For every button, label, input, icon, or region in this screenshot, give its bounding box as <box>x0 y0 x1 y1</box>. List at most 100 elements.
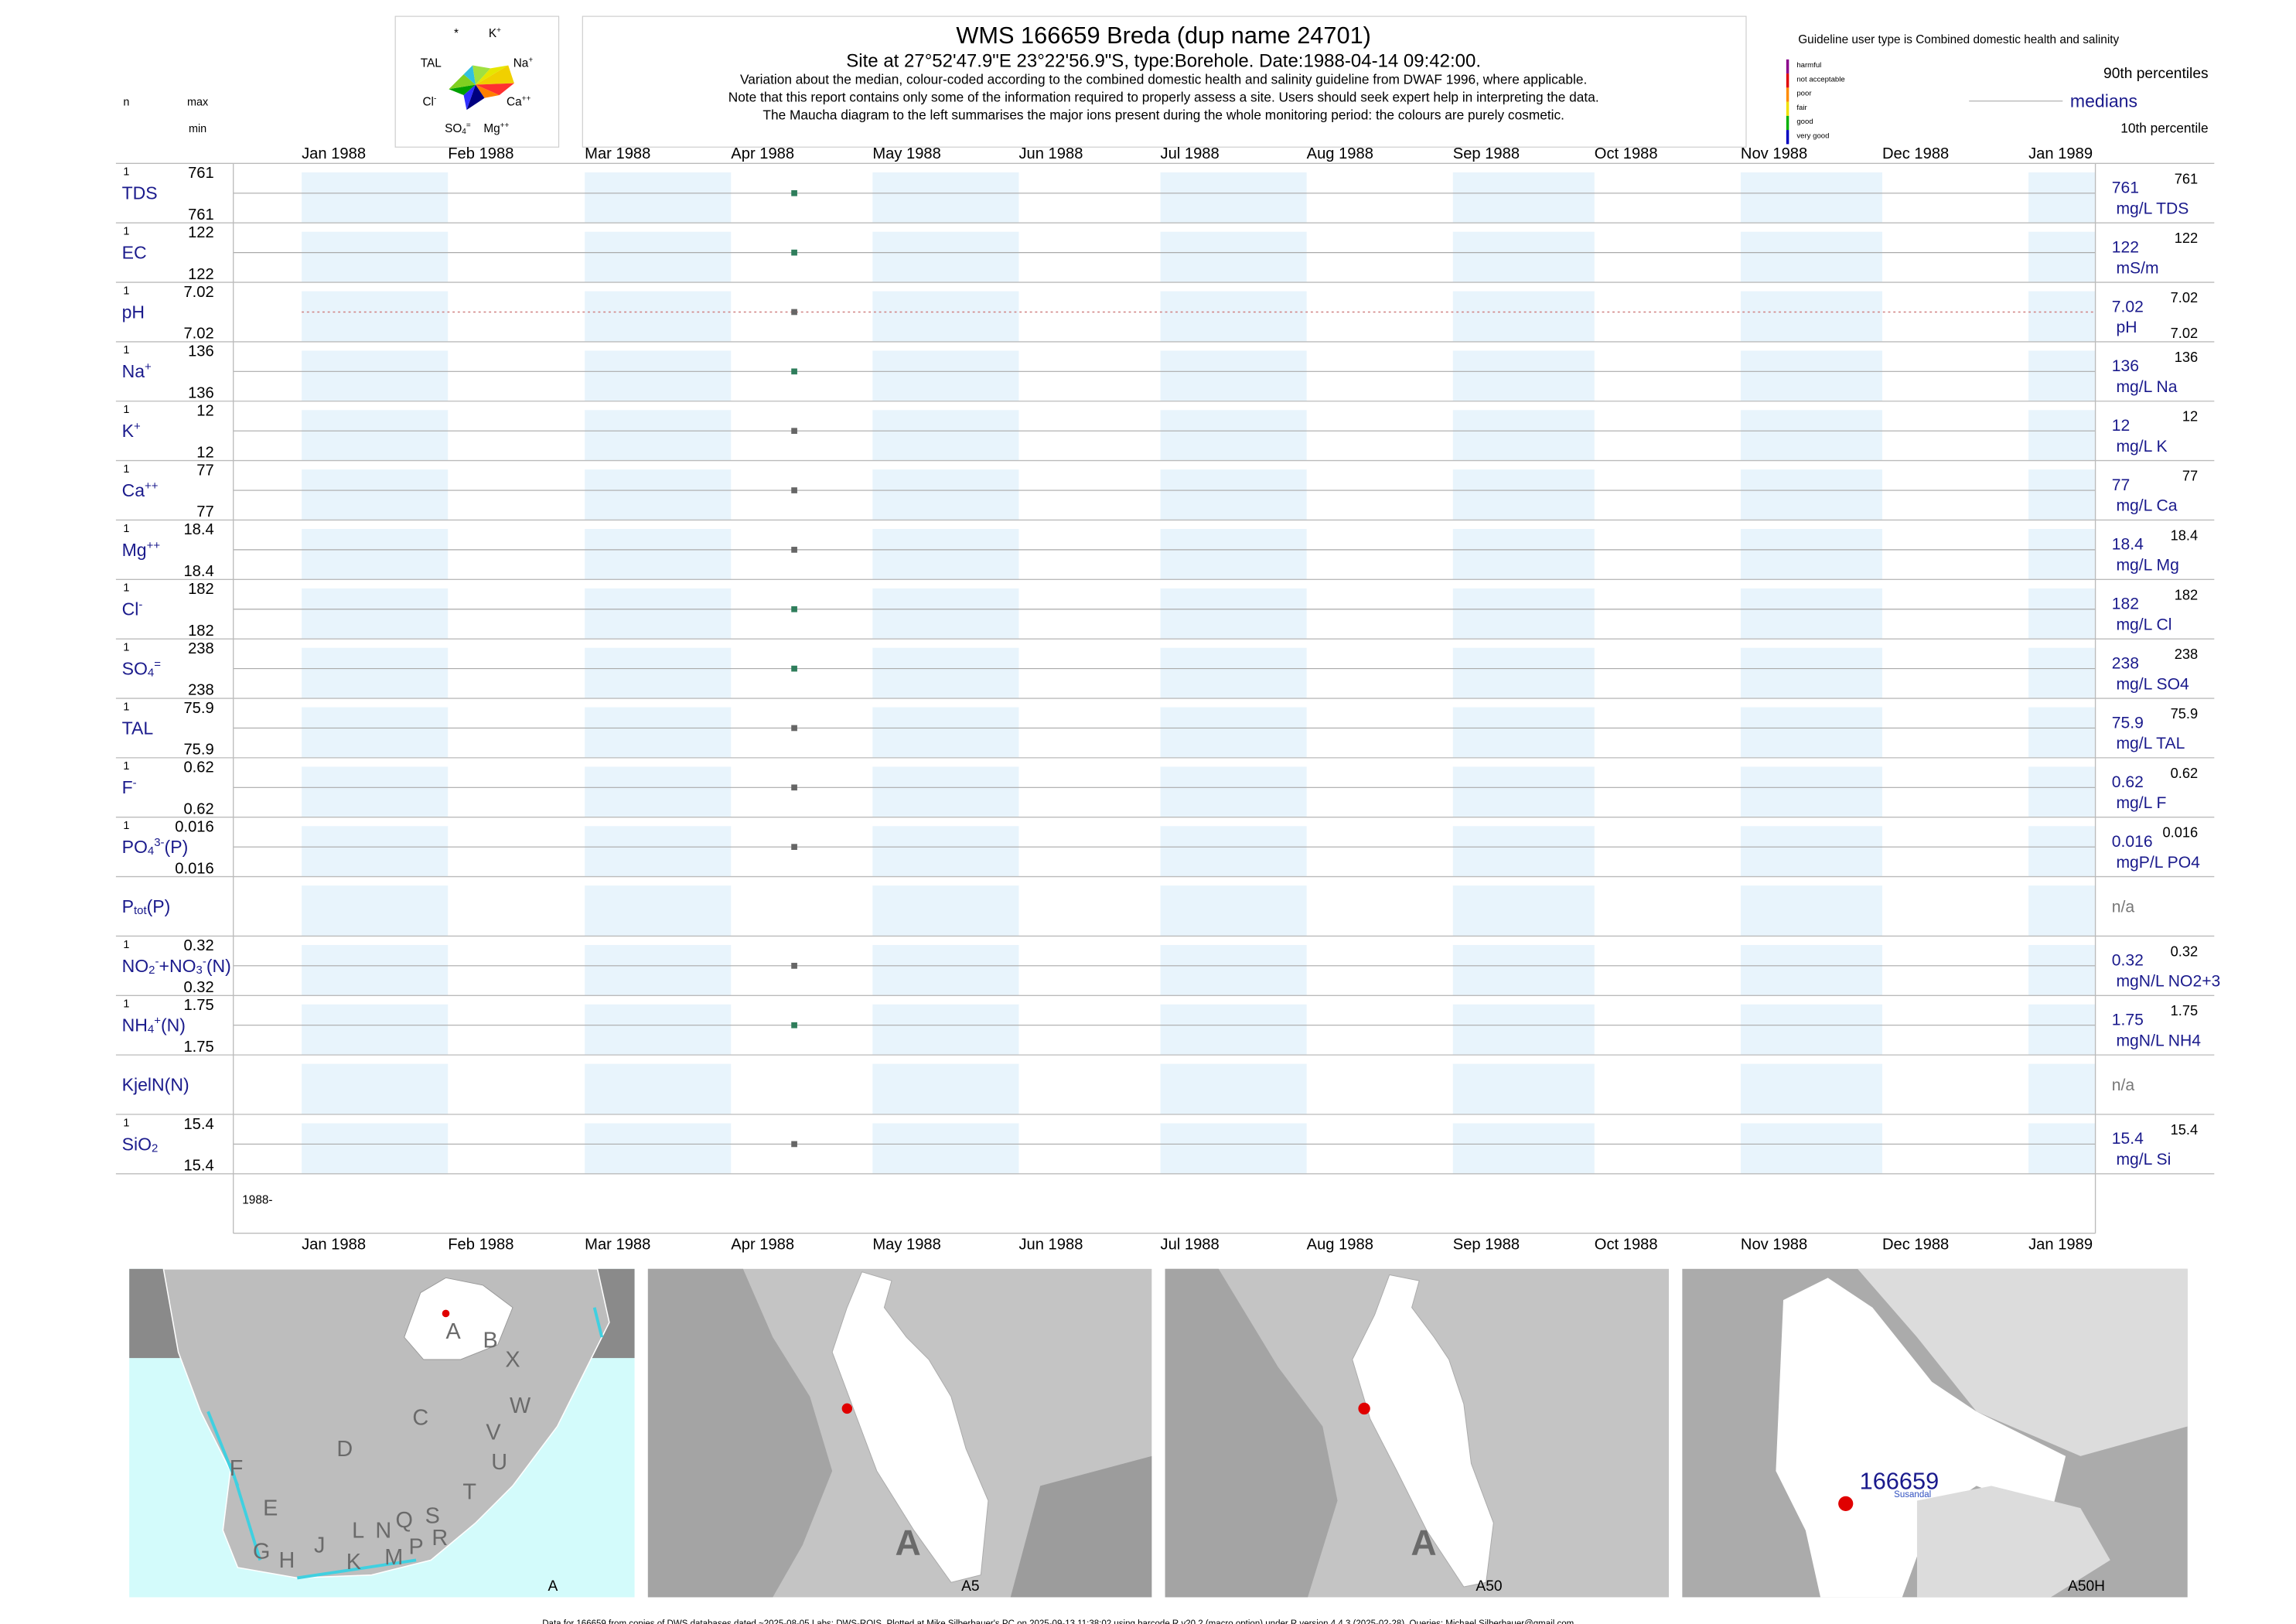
row-min: 182 <box>188 623 214 640</box>
month-band <box>585 410 732 461</box>
month-band <box>1160 885 1307 937</box>
row-max: 136 <box>188 343 214 360</box>
map-region-label: U <box>491 1450 507 1475</box>
label-part: EC <box>122 243 147 263</box>
month-band <box>1452 1063 1595 1114</box>
month-band <box>1740 231 1882 283</box>
month-band <box>1740 350 1882 401</box>
legend-color <box>1786 101 1789 116</box>
month-band <box>585 469 732 520</box>
month-band <box>872 1123 1019 1174</box>
map-region-label: A <box>895 1522 920 1562</box>
row-p90: 18.4 <box>2171 527 2199 543</box>
label-part: 2 <box>152 1142 158 1155</box>
row-max: 0.62 <box>183 759 213 776</box>
row-unit: mgN/L NH4 <box>2116 1032 2201 1049</box>
row-median: 122 <box>2112 238 2139 256</box>
label-part: TAL <box>421 57 442 70</box>
month-band <box>2028 1123 2096 1174</box>
label-part: Mg <box>122 540 147 560</box>
month-label-bottom: Oct 1988 <box>1595 1236 1658 1253</box>
row-label: Ptot(P) <box>122 896 171 917</box>
month-band <box>1452 588 1595 640</box>
row-median: 136 <box>2112 357 2139 375</box>
month-band <box>1740 826 1882 877</box>
row-n: 1 <box>123 344 129 357</box>
month-band <box>1160 291 1307 342</box>
label-part: - <box>434 95 436 104</box>
row-unit: mg/L K <box>2116 438 2167 455</box>
row-label: SO4= <box>122 658 161 680</box>
month-band <box>1740 588 1882 640</box>
month-band <box>1452 826 1595 877</box>
month-band <box>1160 410 1307 461</box>
month-band <box>1160 528 1307 580</box>
row-min: 761 <box>188 206 214 223</box>
row-n: 1 <box>123 820 129 832</box>
month-band <box>2028 826 2096 877</box>
label-part: NH <box>122 1015 148 1035</box>
label-part: TAL <box>122 718 154 738</box>
row-min: 0.016 <box>175 860 213 877</box>
col-max: max <box>187 96 209 108</box>
row-unit: mg/L Si <box>2116 1151 2171 1169</box>
month-band <box>585 944 732 996</box>
row-median: 182 <box>2112 595 2139 613</box>
label-part: 4 <box>462 128 466 136</box>
month-band <box>2028 410 2096 461</box>
row-p90: 136 <box>2175 349 2198 365</box>
map-region-label: J <box>314 1534 325 1558</box>
map-region-label: N <box>375 1518 391 1543</box>
label-part: (N) <box>206 956 231 976</box>
row-median: 238 <box>2112 654 2139 672</box>
sample-point <box>791 189 797 196</box>
month-band <box>2028 1004 2096 1056</box>
month-band <box>2028 766 2096 817</box>
label-part: NO <box>122 956 149 976</box>
maucha-diagram <box>449 65 514 111</box>
row-label: TDS <box>122 183 158 203</box>
label-part: +NO <box>159 956 196 976</box>
map-region-label: E <box>263 1496 278 1521</box>
label-part: - <box>133 776 137 790</box>
map-region-label: H <box>278 1548 295 1573</box>
label-part: 4 <box>148 1023 154 1036</box>
subtitle-part: . <box>1476 51 1481 72</box>
sample-point <box>791 1141 797 1148</box>
month-band <box>872 707 1019 758</box>
legend-class: not acceptable <box>1796 75 1844 84</box>
label-part: ++ <box>145 479 158 493</box>
month-band <box>1452 291 1595 342</box>
label-part: ++ <box>147 539 160 552</box>
na-text: n/a <box>2112 899 2135 916</box>
map-region-label: W <box>510 1394 531 1418</box>
month-band <box>1740 885 1882 937</box>
month-band <box>1452 647 1595 699</box>
label-part: pH <box>122 302 145 322</box>
label-part: Cl <box>122 599 139 619</box>
row-p90: 12 <box>2182 408 2198 425</box>
maucha-label: Cl- <box>422 95 436 109</box>
month-band <box>1160 766 1307 817</box>
legend-class: fair <box>1796 104 1807 112</box>
month-band <box>1160 944 1307 996</box>
map-place-label: Susandal <box>1894 1490 1931 1499</box>
label-part: - <box>203 955 206 968</box>
month-band <box>1740 766 1882 817</box>
row-unit: mg/L TAL <box>2116 735 2185 752</box>
label-part: = <box>154 658 161 671</box>
maucha-label: Ca++ <box>507 95 531 109</box>
row-unit: mgP/L PO4 <box>2116 854 2200 872</box>
map-region-label: R <box>432 1526 448 1551</box>
row-min: 15.4 <box>183 1158 213 1175</box>
row-min: 0.32 <box>183 979 213 996</box>
row-p90: 182 <box>2175 586 2198 602</box>
month-label-bottom: Feb 1988 <box>448 1236 513 1253</box>
row-n: 1 <box>123 998 129 1011</box>
month-band <box>872 766 1019 817</box>
row-p90: 0.32 <box>2171 943 2199 959</box>
month-band <box>1160 1063 1307 1114</box>
month-label-top: Jan 1989 <box>2028 145 2093 162</box>
month-band <box>1452 707 1595 758</box>
month-band <box>585 588 732 640</box>
